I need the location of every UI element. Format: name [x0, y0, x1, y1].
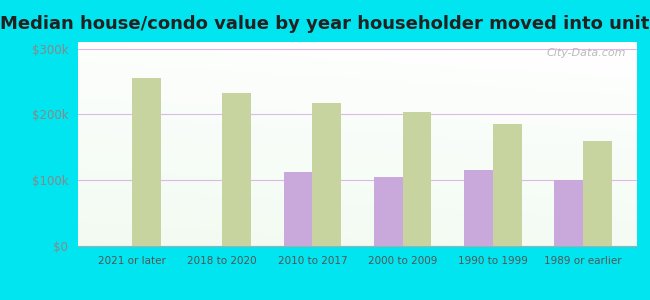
Bar	[132, 78, 161, 246]
Bar	[493, 124, 521, 246]
Bar	[222, 93, 251, 246]
Bar	[583, 141, 612, 246]
Bar	[402, 112, 432, 246]
Bar	[554, 180, 583, 246]
Bar	[374, 177, 402, 246]
Bar	[283, 172, 313, 246]
Bar	[464, 170, 493, 246]
Bar	[313, 103, 341, 246]
Text: City-Data.com: City-Data.com	[546, 48, 626, 58]
Text: Median house/condo value by year householder moved into unit: Median house/condo value by year househo…	[0, 15, 650, 33]
